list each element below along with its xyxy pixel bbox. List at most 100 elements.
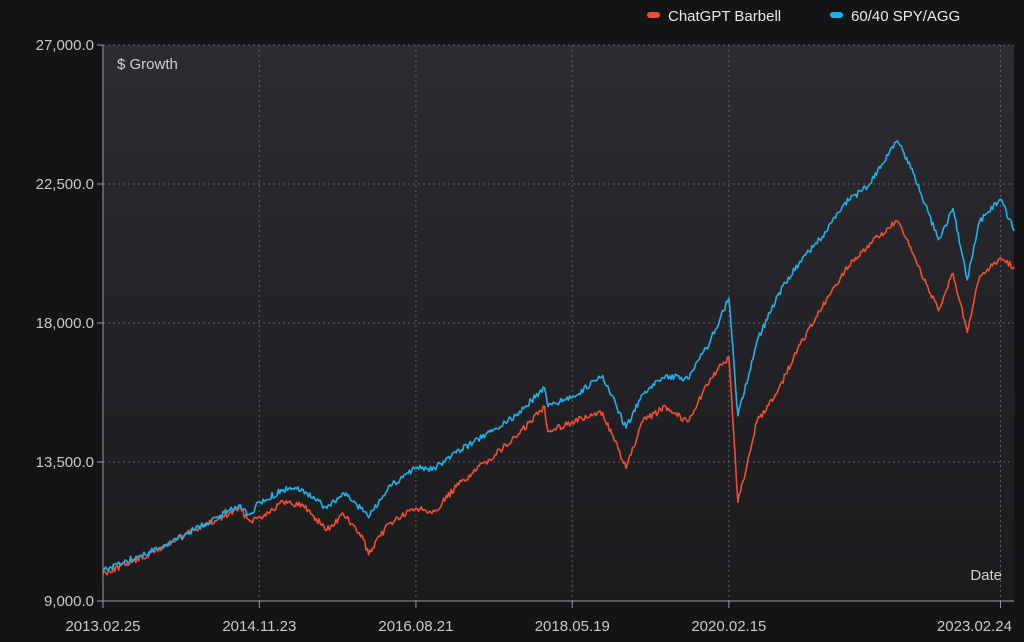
data-point	[866, 186, 869, 188]
data-point	[249, 519, 251, 522]
data-point	[170, 541, 173, 544]
data-point	[433, 510, 436, 513]
data-point	[326, 507, 328, 510]
data-point	[844, 201, 846, 204]
data-point	[777, 390, 779, 392]
data-point	[282, 501, 285, 504]
data-point	[601, 374, 604, 377]
data-point	[641, 421, 644, 423]
data-point	[777, 294, 779, 297]
data-point	[625, 427, 627, 429]
x-tick-label: 2016.08.21	[378, 618, 453, 635]
data-point	[238, 504, 240, 507]
data-point	[709, 340, 711, 343]
data-point	[709, 377, 711, 380]
data-point	[326, 529, 328, 531]
data-point	[571, 396, 574, 398]
data-point	[1013, 266, 1015, 269]
data-point	[415, 507, 417, 510]
data-point	[192, 529, 195, 531]
data-point	[799, 343, 801, 346]
data-point	[821, 306, 824, 309]
data-point	[215, 516, 218, 519]
data-point	[367, 516, 370, 519]
data-point	[547, 405, 549, 408]
x-tick-label: 2018.05.19	[535, 618, 610, 635]
data-point	[687, 377, 689, 380]
data-point	[728, 356, 730, 358]
data-point	[238, 507, 240, 510]
data-point	[799, 260, 801, 263]
data-point	[866, 245, 869, 247]
data-point	[342, 513, 345, 516]
series-line-1	[102, 219, 1015, 576]
y-axis-title: $ Growth	[117, 56, 178, 73]
data-point	[415, 467, 417, 470]
data-point	[258, 516, 261, 519]
data-point	[737, 414, 739, 417]
legend-label: 60/40 SPY/AGG	[851, 8, 960, 25]
data-point	[687, 421, 689, 423]
legend-swatch	[830, 12, 843, 18]
data-point	[737, 501, 739, 504]
data-point	[756, 340, 758, 343]
grid	[103, 44, 1014, 601]
data-point	[601, 411, 604, 414]
data-point	[362, 538, 365, 540]
y-tick-label: 9,000.0	[44, 593, 94, 610]
series-lines	[102, 140, 1015, 576]
data-point	[728, 297, 730, 300]
data-point	[978, 220, 981, 222]
series-line-2	[102, 140, 1015, 572]
data-point	[978, 275, 981, 278]
data-point	[249, 513, 251, 516]
data-point	[543, 387, 546, 389]
data-point	[148, 550, 150, 553]
data-point	[664, 374, 667, 377]
legend-item-series-1[interactable]: ChatGPT Barbell	[647, 8, 781, 25]
data-point	[258, 501, 261, 504]
data-point	[844, 269, 846, 272]
data-point	[999, 257, 1002, 259]
data-point	[302, 489, 304, 491]
y-tick-label: 13,500.0	[36, 454, 94, 471]
x-axis-title: Date	[970, 567, 1002, 584]
data-point	[455, 451, 458, 454]
data-point	[514, 436, 517, 439]
data-point	[952, 272, 954, 275]
data-point	[911, 251, 913, 253]
data-point	[952, 207, 954, 210]
data-point	[571, 421, 574, 423]
data-point	[911, 167, 913, 170]
data-point	[455, 485, 458, 488]
data-point	[433, 467, 436, 470]
data-point	[821, 235, 824, 238]
data-point	[215, 519, 218, 522]
data-point	[125, 563, 128, 565]
data-point	[937, 309, 940, 312]
x-tick-label: 2023.02.24	[937, 618, 1012, 635]
y-ticks: 9,000.0 13,500.0 18,000.0 22,500.0 27,000.0	[36, 37, 103, 610]
x-tick-label: 2013.02.25	[65, 618, 140, 635]
legend-item-series-2[interactable]: 60/40 SPY/AGG	[830, 8, 960, 25]
data-point	[664, 405, 667, 408]
data-point	[999, 198, 1002, 201]
data-point	[756, 421, 758, 423]
data-point	[625, 467, 627, 470]
x-tick-label: 2014.11.23	[222, 618, 296, 635]
y-tick-label: 18,000.0	[36, 315, 94, 332]
data-point	[1013, 229, 1015, 232]
data-point	[896, 220, 898, 222]
legend-label: ChatGPT Barbell	[668, 8, 781, 25]
data-point	[966, 279, 969, 281]
data-point	[362, 510, 365, 513]
x-tick-label: 2020.02.15	[691, 618, 766, 635]
data-point	[282, 489, 285, 491]
data-point	[543, 405, 546, 408]
legend[interactable]: ChatGPT Barbell 60/40 SPY/AGG	[647, 8, 960, 25]
data-point	[387, 523, 390, 525]
y-tick-label: 27,000.0	[36, 37, 94, 54]
y-tick-label: 22,500.0	[36, 176, 94, 193]
